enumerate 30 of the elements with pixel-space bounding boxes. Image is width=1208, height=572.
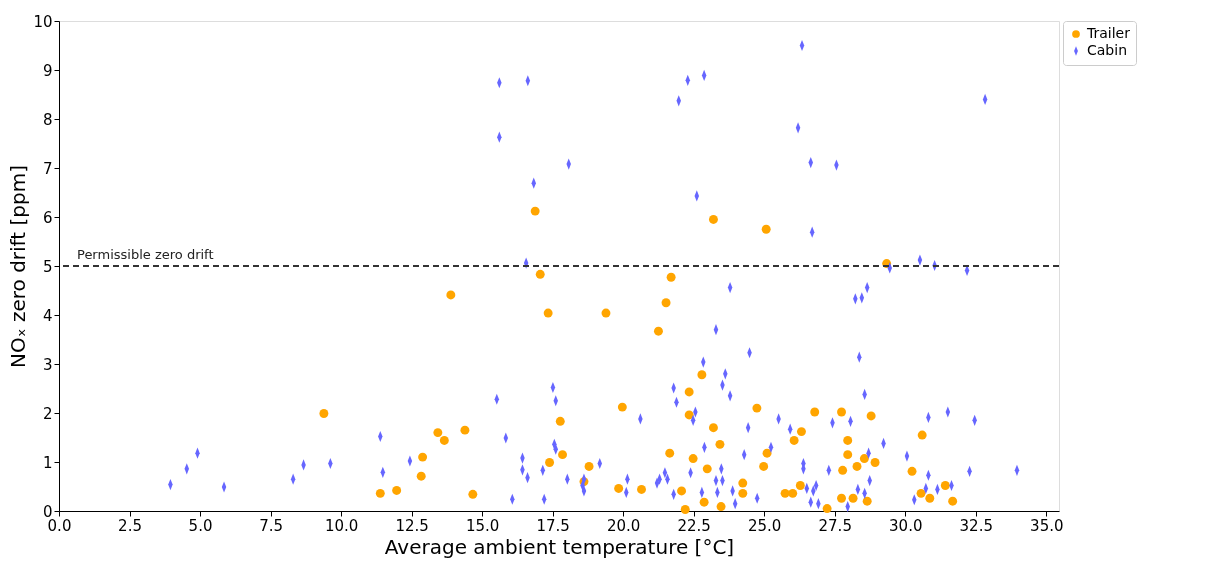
x-tick-label: 30.0 xyxy=(889,516,923,535)
x-tick-label: 7.5 xyxy=(259,516,283,535)
x-axis-title: Average ambient temperature [°C] xyxy=(384,534,735,559)
y-axis-title: NOₓ zero drift [ppm] xyxy=(6,165,31,368)
y-tick-label: 6 xyxy=(42,208,53,227)
legend-label: Cabin xyxy=(1087,42,1128,58)
y-tick-label: 7 xyxy=(42,159,53,178)
x-tick-label: 15.0 xyxy=(465,516,500,535)
y-tick-label: 4 xyxy=(42,306,53,325)
x-tick-label: 35.0 xyxy=(1030,516,1064,535)
ref-line-label: Permissible zero drift xyxy=(77,247,214,262)
x-tick-label: 12.5 xyxy=(395,516,429,535)
x-tick-label: 5.0 xyxy=(188,516,213,535)
x-tick-label: 20.0 xyxy=(606,516,641,535)
x-tick-label: 22.5 xyxy=(677,516,711,535)
legend-label: Trailer xyxy=(1086,25,1131,41)
y-tick-label: 3 xyxy=(42,355,53,374)
x-tick-label: 17.5 xyxy=(536,516,570,535)
x-tick-label: 32.5 xyxy=(959,516,993,535)
x-tick-label: 0.0 xyxy=(47,516,72,535)
y-tick-label: 1 xyxy=(42,453,53,472)
x-tick-label: 2.5 xyxy=(118,516,142,535)
x-tick-label: 25.0 xyxy=(748,516,782,535)
y-tick-label: 5 xyxy=(42,257,53,276)
x-tick-label: 10.0 xyxy=(324,516,359,535)
y-tick-label: 8 xyxy=(42,110,53,129)
y-tick-label: 2 xyxy=(42,404,53,423)
x-tick-label: 27.5 xyxy=(818,516,852,535)
y-tick-label: 9 xyxy=(42,61,53,80)
y-tick-label: 10 xyxy=(33,12,53,31)
